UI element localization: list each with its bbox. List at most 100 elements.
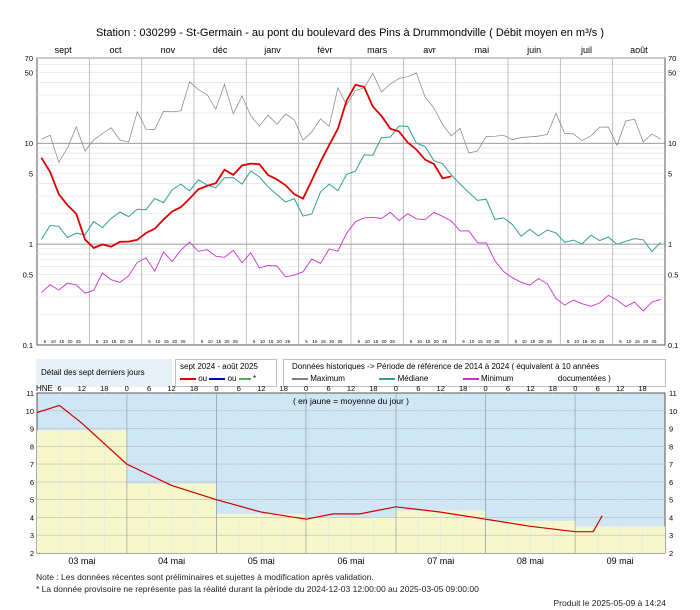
legend-max-label: Maximum bbox=[310, 374, 345, 383]
recent-grid bbox=[37, 393, 665, 553]
day-label: 09 mai bbox=[607, 556, 634, 566]
day-tick: 25 bbox=[495, 339, 501, 344]
legend-median-line bbox=[379, 377, 396, 380]
y-tick-right: 1 bbox=[668, 240, 672, 249]
hour-label: 0 bbox=[125, 384, 129, 393]
recent-flow-chart: HNE 6 12 18 0 6 12 18 0 6 12 18 0 6 12 18 0 6 12 18 0 6 12 18 0… bbox=[26, 384, 678, 566]
day-tick: 10 bbox=[469, 339, 475, 344]
legend-historic-title: Données historiques -> Période de référe… bbox=[292, 362, 600, 371]
y-tick-left: 0.5 bbox=[23, 270, 33, 279]
legend-historic: Données historiques -> Période de référe… bbox=[283, 359, 666, 387]
day-tick: 20 bbox=[381, 339, 387, 344]
hour-label: 12 bbox=[526, 384, 534, 393]
recent-y-left: 7 bbox=[30, 460, 34, 469]
recent-y-right: 2 bbox=[669, 549, 673, 558]
y-tick-labels: 70 70 50 50 10 10 5 5 1 1 0.5 0.5 0.1 0.1 bbox=[23, 54, 679, 350]
day-tick: 5 bbox=[462, 339, 465, 344]
hne-label: HNE bbox=[36, 384, 53, 393]
day-tick: 10 bbox=[155, 339, 161, 344]
recent-y-left: 11 bbox=[26, 389, 34, 398]
legend-ou-2: ou bbox=[227, 374, 237, 383]
day-label: 07 mai bbox=[427, 556, 454, 566]
month-label: déc bbox=[213, 45, 228, 55]
y-tick-left: 70 bbox=[25, 54, 33, 63]
y-tick-left: 0.1 bbox=[23, 341, 33, 350]
day-tick: 15 bbox=[321, 339, 327, 344]
hour-label: 18 bbox=[100, 384, 108, 393]
y-tick-left: 5 bbox=[29, 170, 33, 179]
day-label: 06 mai bbox=[337, 556, 364, 566]
day-tick: 15 bbox=[216, 339, 222, 344]
recent-y-left: 8 bbox=[30, 442, 34, 451]
recent-y-right: 9 bbox=[669, 425, 673, 434]
month-label: mai bbox=[475, 45, 490, 55]
legend-median-label: Médiane bbox=[397, 374, 429, 383]
recent-y-right: 8 bbox=[669, 442, 673, 451]
hour-label: 0 bbox=[483, 384, 487, 393]
month-label: mars bbox=[367, 45, 387, 55]
day-tick: 20 bbox=[643, 339, 649, 344]
day-label: 04 mai bbox=[158, 556, 185, 566]
day-tick: 5 bbox=[201, 339, 204, 344]
y-tick-right: 5 bbox=[668, 170, 672, 179]
day-tick: 5 bbox=[515, 339, 518, 344]
month-label: oct bbox=[109, 45, 122, 55]
day-tick: 20 bbox=[538, 339, 544, 344]
month-label: août bbox=[630, 45, 648, 55]
hour-label: 12 bbox=[437, 384, 445, 393]
legend-min-line bbox=[462, 377, 479, 380]
day-tick-labels: 5 10 15 20 25 5 10 15 20 25 5 10 15 20 25 5 10 15 20 25 5 10 1… bbox=[44, 339, 657, 344]
hour-label: 12 bbox=[347, 384, 355, 393]
recent-y-ticks: 11 11 10 10 9 9 8 8 7 7 6 6 5 5 4 4 3 3 2 2 bbox=[26, 389, 678, 558]
recent-y-right: 7 bbox=[669, 460, 673, 469]
day-tick: 5 bbox=[305, 339, 308, 344]
note-line-2: * La donnée provisoire ne représente pas… bbox=[36, 584, 479, 594]
note-line-1: Note : Les données récentes sont prélimi… bbox=[36, 572, 374, 582]
day-tick: 5 bbox=[148, 339, 151, 344]
day-tick: 25 bbox=[285, 339, 291, 344]
month-label: janv bbox=[263, 45, 281, 55]
legend-min-label: Minimum bbox=[481, 374, 514, 383]
recent-y-left: 4 bbox=[30, 513, 34, 522]
hour-label: 18 bbox=[638, 384, 646, 393]
day-tick: 10 bbox=[103, 339, 109, 344]
recent-y-right: 4 bbox=[669, 513, 673, 522]
hour-label: 6 bbox=[506, 384, 510, 393]
hour-label: 6 bbox=[147, 384, 151, 393]
day-tick: 25 bbox=[338, 339, 344, 344]
month-label: avr bbox=[423, 45, 436, 55]
y-tick-right: 0.5 bbox=[668, 270, 678, 279]
recent-y-left: 5 bbox=[30, 496, 34, 505]
day-tick: 20 bbox=[172, 339, 178, 344]
day-tick: 15 bbox=[530, 339, 536, 344]
month-label: nov bbox=[161, 45, 176, 55]
day-label: 03 mai bbox=[68, 556, 95, 566]
day-tick: 20 bbox=[329, 339, 335, 344]
day-tick: 25 bbox=[652, 339, 658, 344]
recent-y-left: 2 bbox=[30, 549, 34, 558]
day-tick: 10 bbox=[574, 339, 580, 344]
day-tick: 25 bbox=[181, 339, 187, 344]
day-tick: 5 bbox=[567, 339, 570, 344]
top-grid bbox=[37, 57, 665, 345]
hour-labels: 6 12 18 0 6 12 18 0 6 12 18 0 6 12 18 0 6 12 18 0 6 12 18 0 6 12 1… bbox=[57, 384, 646, 393]
legend-period: sept 2024 - août 2025 ou ou * bbox=[175, 359, 277, 387]
legend-ou-1: ou bbox=[198, 374, 208, 383]
day-tick: 25 bbox=[128, 339, 134, 344]
hour-label: 18 bbox=[280, 384, 288, 393]
recent-series bbox=[36, 404, 603, 533]
day-tick: 10 bbox=[626, 339, 632, 344]
day-tick: 15 bbox=[59, 339, 65, 344]
hour-label: 6 bbox=[416, 384, 420, 393]
month-label: sept bbox=[55, 45, 73, 55]
legend-historic-title2: documentées ) bbox=[557, 374, 611, 383]
legend-max-line bbox=[292, 377, 308, 380]
legend-blue-line bbox=[209, 377, 226, 380]
day-tick: 10 bbox=[312, 339, 318, 344]
day-tick: 25 bbox=[599, 339, 605, 344]
y-tick-right: 0.1 bbox=[668, 341, 678, 350]
recent-y-left: 10 bbox=[26, 407, 34, 416]
hour-label: 12 bbox=[78, 384, 86, 393]
produced-label: Produit le 2025-05-09 à 14:24 bbox=[553, 598, 666, 608]
month-label: juil bbox=[580, 45, 592, 55]
